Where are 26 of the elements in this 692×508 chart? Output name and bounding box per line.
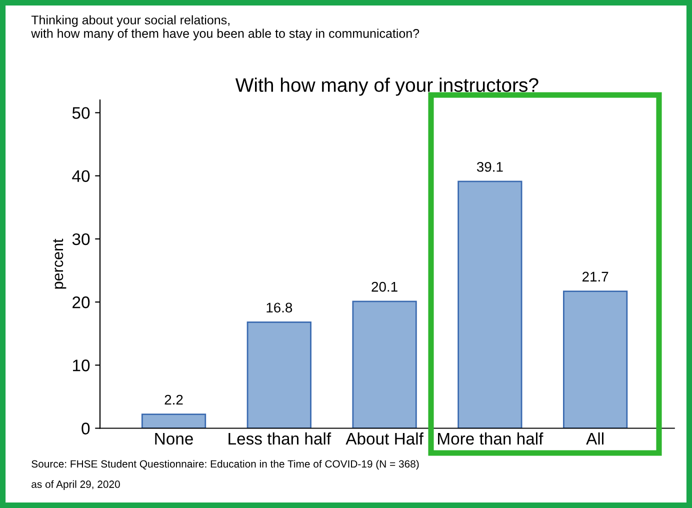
- data-label: 39.1: [476, 162, 503, 172]
- chart-subtitle: Thinking about your social relations, with how many of them have you been able to stay in communication?: [31, 15, 420, 40]
- chart-title: With how many of your instructors?: [235, 78, 538, 96]
- y-tick-label: 0: [82, 422, 90, 434]
- y-axis-title: percent: [53, 238, 66, 289]
- y-tick-label: 10: [73, 360, 90, 372]
- data-label: 21.7: [582, 272, 608, 282]
- y-tick-label: 20: [72, 296, 90, 308]
- bar: [141, 414, 206, 428]
- data-label: 2.2: [164, 394, 183, 405]
- text: as of April 29, 2020: [32, 480, 120, 490]
- source-note: Source: FHSE Student Questionnaire: Education in the Time of COVID-19 (N = 368): [32, 460, 419, 470]
- x-tick-label: More than half: [438, 432, 544, 445]
- data-label: 16.8: [266, 302, 292, 313]
- x-tick-label: About Half: [346, 432, 424, 445]
- bar: [352, 300, 417, 428]
- x-tick-label: Less than half: [228, 432, 332, 445]
- x-tick-label: None: [155, 433, 193, 445]
- bar: [458, 180, 522, 428]
- bar: [563, 290, 628, 428]
- x-tick-label: All: [586, 432, 604, 444]
- y-tick-label: 40: [72, 170, 90, 182]
- bar: [246, 322, 312, 428]
- y-tick-label: 30: [72, 233, 90, 246]
- y-tick-label: 50: [72, 107, 90, 119]
- data-label: 20.1: [372, 282, 398, 292]
